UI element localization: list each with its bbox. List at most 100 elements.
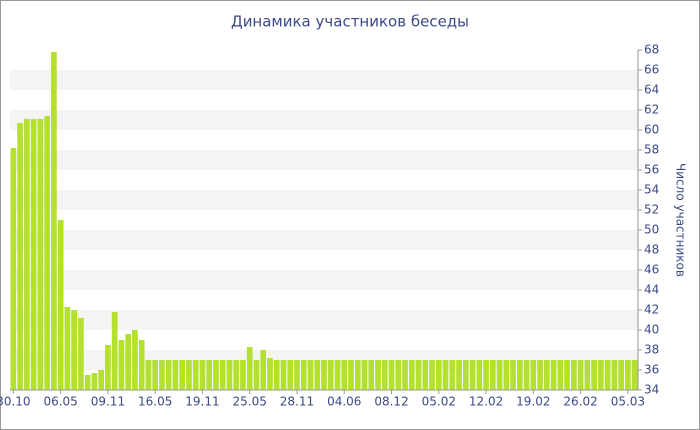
bar <box>192 360 199 390</box>
bar <box>240 360 246 390</box>
x-tick-label: 12.02 <box>469 395 503 409</box>
bar <box>132 330 138 390</box>
bar <box>145 360 152 390</box>
x-tick-label: 19.11 <box>185 395 219 409</box>
bar <box>51 52 57 390</box>
bar <box>186 360 192 390</box>
y-tick-label: 62 <box>644 103 659 117</box>
x-tick-label: 08.12 <box>374 395 408 409</box>
y-tick-label: 60 <box>644 123 659 137</box>
x-tick-label: 30.10 <box>0 395 31 409</box>
bar <box>361 360 368 390</box>
y-tick-label: 58 <box>644 143 659 157</box>
bar <box>341 360 348 390</box>
bar <box>516 360 523 390</box>
bar <box>348 360 354 390</box>
bar <box>37 119 44 390</box>
bar <box>611 360 618 390</box>
bar <box>395 360 402 390</box>
bar <box>91 373 98 390</box>
bar <box>30 119 37 390</box>
bar <box>381 360 388 390</box>
bar <box>530 360 537 390</box>
bar <box>253 360 260 390</box>
bar <box>631 360 638 390</box>
bar <box>219 360 226 390</box>
bar <box>334 360 341 390</box>
bar <box>159 360 165 390</box>
y-tick-label: 44 <box>644 283 659 297</box>
bar <box>591 360 597 390</box>
bar <box>415 360 422 390</box>
y-tick-label: 40 <box>644 323 659 337</box>
bar <box>17 123 23 390</box>
grid-band <box>10 270 638 290</box>
bar <box>246 347 253 390</box>
x-tick-label: 25.05 <box>233 395 267 409</box>
bar <box>408 360 415 390</box>
x-tick-label: 09.11 <box>91 395 125 409</box>
bar <box>402 360 408 390</box>
bar <box>388 360 395 390</box>
bar <box>44 116 50 390</box>
y-tick-label: 46 <box>644 263 659 277</box>
y-tick-label: 66 <box>644 63 659 77</box>
grid-band <box>10 310 638 330</box>
bar <box>577 360 584 390</box>
x-tick-label: 05.03 <box>611 395 645 409</box>
grid-band <box>10 150 638 170</box>
bar <box>118 340 125 390</box>
x-tick-label: 19.02 <box>516 395 550 409</box>
bar <box>435 360 442 390</box>
bar <box>307 360 314 390</box>
bar <box>280 360 287 390</box>
bar <box>57 220 64 390</box>
bar <box>226 360 233 390</box>
bar <box>98 370 104 390</box>
grid-band <box>10 230 638 250</box>
x-tick-label: 06.05 <box>43 395 77 409</box>
bar <box>327 360 334 390</box>
bar <box>78 318 84 390</box>
bar <box>503 360 510 390</box>
bar <box>544 360 550 390</box>
bar <box>496 360 503 390</box>
bar <box>442 360 449 390</box>
x-tick-label: 28.11 <box>280 395 314 409</box>
y-tick-label: 56 <box>644 163 659 177</box>
y-tick-label: 34 <box>644 383 659 397</box>
x-tick-label: 26.02 <box>563 395 597 409</box>
bar <box>138 340 145 390</box>
bar <box>422 360 429 390</box>
bar <box>550 360 557 390</box>
bar <box>489 360 496 390</box>
bar <box>557 360 564 390</box>
bar <box>584 360 591 390</box>
bar <box>294 360 300 390</box>
bar <box>267 358 273 390</box>
bar <box>24 119 30 390</box>
bar <box>510 360 516 390</box>
bar <box>179 360 186 390</box>
bar <box>213 360 219 390</box>
bar <box>429 360 435 390</box>
x-tick-label: 16.05 <box>138 395 172 409</box>
bar <box>571 360 577 390</box>
bar <box>199 360 206 390</box>
bar <box>456 360 462 390</box>
y-tick-label: 50 <box>644 223 659 237</box>
bar <box>64 307 71 390</box>
bar <box>172 360 179 390</box>
y-tick-label: 54 <box>644 183 659 197</box>
grid-band <box>10 190 638 210</box>
bar <box>469 360 476 390</box>
bar <box>368 360 375 390</box>
chart-title: Динамика участников беседы <box>231 13 469 31</box>
bar <box>287 360 294 390</box>
y-tick-label: 52 <box>644 203 659 217</box>
bar <box>564 360 570 390</box>
bar <box>476 360 483 390</box>
x-tick-label: 05.02 <box>422 395 456 409</box>
bar <box>84 375 91 390</box>
bar <box>321 360 327 390</box>
